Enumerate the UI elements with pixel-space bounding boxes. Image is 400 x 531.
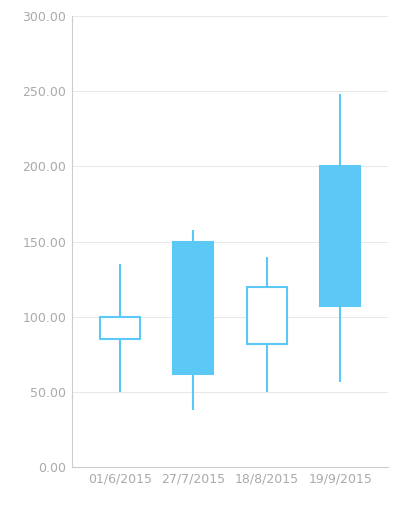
Bar [246, 287, 287, 344]
Bar [320, 166, 360, 306]
Bar [173, 242, 214, 374]
Bar [100, 317, 140, 339]
